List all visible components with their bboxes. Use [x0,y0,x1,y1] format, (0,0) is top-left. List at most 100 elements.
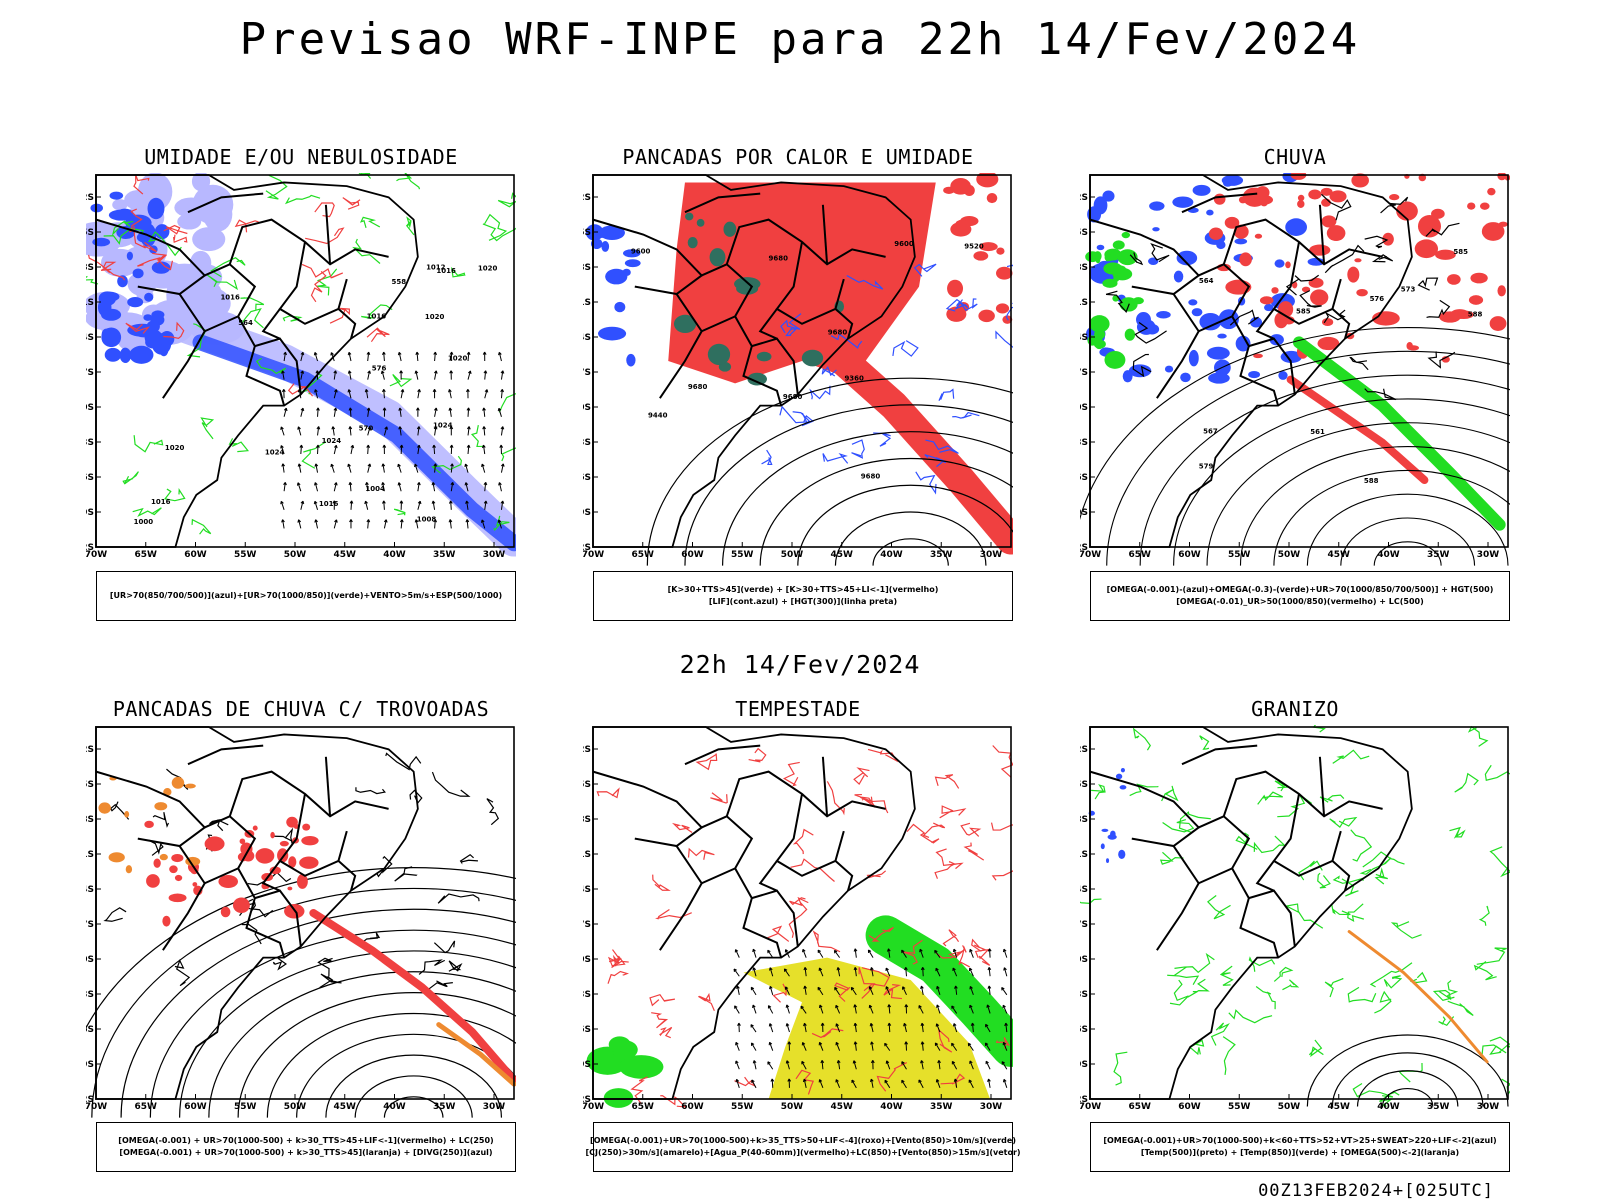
wind-vectors-arrow [283,351,287,362]
country-border [1089,218,1201,296]
humidity-blue-cell [101,328,111,341]
lon-label: 50W [1278,550,1301,560]
contour-label: 1016 [151,498,171,506]
humidity-blue-cell [127,296,144,308]
thunder-red-cell [153,858,161,868]
wind-vectors-arrow [381,482,385,492]
lon-label: 40W [383,1102,406,1112]
wind-vectors-arrow [466,426,471,436]
temp850-green-contours-line [1432,989,1455,1002]
instability-red-cells-cell [976,173,999,188]
country-border [1331,308,1351,339]
humidity-green-contours-line [133,435,164,453]
temp850-green-contours-line [1132,727,1151,751]
wind-vectors-arrow [333,444,338,455]
lc250-streamlines-line [208,971,516,1118]
wind850-vectors-arrow [852,1060,857,1070]
hail-blue-cell [1105,858,1110,864]
country-border [254,337,302,395]
lat-label: 30S [583,403,591,413]
humidity-green-contours-line [240,297,265,310]
rain-red-cell [1414,239,1439,259]
hgt500-thin-line [1364,235,1389,249]
lc250-streamlines-thin-line [272,957,287,971]
wind850-vectors-arrow [803,967,808,977]
temp850-green-contours-line [1113,1051,1128,1086]
wind-vectors-arrow [397,482,402,492]
wind850-vectors-arrow [1004,1022,1008,1033]
map-background [96,727,514,1099]
wind850-vectors-arrow [884,1042,891,1051]
lat-label: 27S [86,368,94,378]
hgt500-thin-line [1105,290,1130,313]
lat-label: 30S [86,403,94,413]
contour-label: 1024 [433,421,453,429]
omega-green-cell [1113,274,1120,282]
humidity-blue-cell [97,298,112,317]
temp850-green-contours-line [1473,961,1497,981]
contour-label: 1020 [448,354,468,362]
temp850-green-contours-line [1282,979,1300,991]
temp850-green-contours-line [1383,975,1403,989]
wind-vectors-arrow [382,407,387,417]
rain-red-cell [1251,194,1274,206]
country-border [592,218,704,296]
humidity-green-contours-line [228,438,249,453]
contour-label: 588 [1468,311,1483,319]
wind850-vectors-arrow [986,1004,991,1014]
wind850-vectors-arrow [904,1004,909,1014]
wind850-vectors-arrow [954,985,958,995]
omega-green-cell [1124,328,1136,341]
country-border [95,218,207,296]
instability-red-cells-cell [996,266,1013,280]
wind850-vectors-arrow [952,967,958,977]
lif-blue-contours-line [822,452,849,464]
rain-red-cell [1224,216,1240,229]
lat-label: 24S [583,333,591,343]
pw-red-contours-line [608,949,629,969]
omega-green-cell [1132,297,1144,305]
wind850-vectors-arrow [870,1041,874,1051]
lat-label: 21S [86,298,94,308]
lat-label: 33S [86,438,94,448]
humidity-blue-cell [119,347,132,364]
country-border [1255,860,1275,892]
lat-label: 15S [1080,228,1088,238]
jet-yellow-area [743,957,991,1099]
lc250-streamlines-thin-line [241,923,262,945]
hgt300-contours-line [759,457,1013,566]
wind850-vectors-arrow [951,1060,958,1070]
lif-blue-area [585,224,641,367]
thunder-red-cell [286,816,298,828]
wind850-vectors-arrow [869,1078,874,1088]
contour-label: 1016 [319,500,339,508]
humidity-blue-cell [132,268,144,279]
rain-red-cell [1389,194,1400,201]
lon-label: 30W [483,1102,506,1112]
lc250-streamlines-thin-line [103,907,127,922]
temp850-green-contours-line [1347,903,1365,923]
wind850-vectors-arrow [835,1079,841,1089]
wind850-vectors-arrow [820,1060,825,1070]
lc250-streamlines-line [120,908,516,1118]
rain-red-cell [1498,221,1508,227]
lon-label: 50W [781,1102,804,1112]
omega-blue-cell [1100,347,1111,354]
temp850-green-contours-line [1347,986,1377,1003]
wind-vectors-arrow [497,519,502,529]
wind-vectors-arrow [382,500,386,510]
wind-vectors-arrow [296,482,302,492]
lat-label: 18S [86,815,94,825]
wind-vectors-arrow [283,481,287,492]
lc250-streamlines-line [237,992,516,1118]
lon-label: 30W [483,550,506,560]
omega-green-cell [1117,249,1138,266]
temp850-green-contours-line [1332,749,1370,764]
pw-red-contours-line [934,774,960,789]
lif-blue-contours-line [892,340,919,357]
wind-vectors-arrow [484,389,489,399]
omega-blue-cell [1274,259,1285,268]
legend-box: [OMEGA(-0.001)+UR>70(1000-500)+k>35_TTS>… [585,1122,1021,1172]
hail-blue-cell [1101,828,1109,833]
pw-red-contours-line [790,858,835,882]
